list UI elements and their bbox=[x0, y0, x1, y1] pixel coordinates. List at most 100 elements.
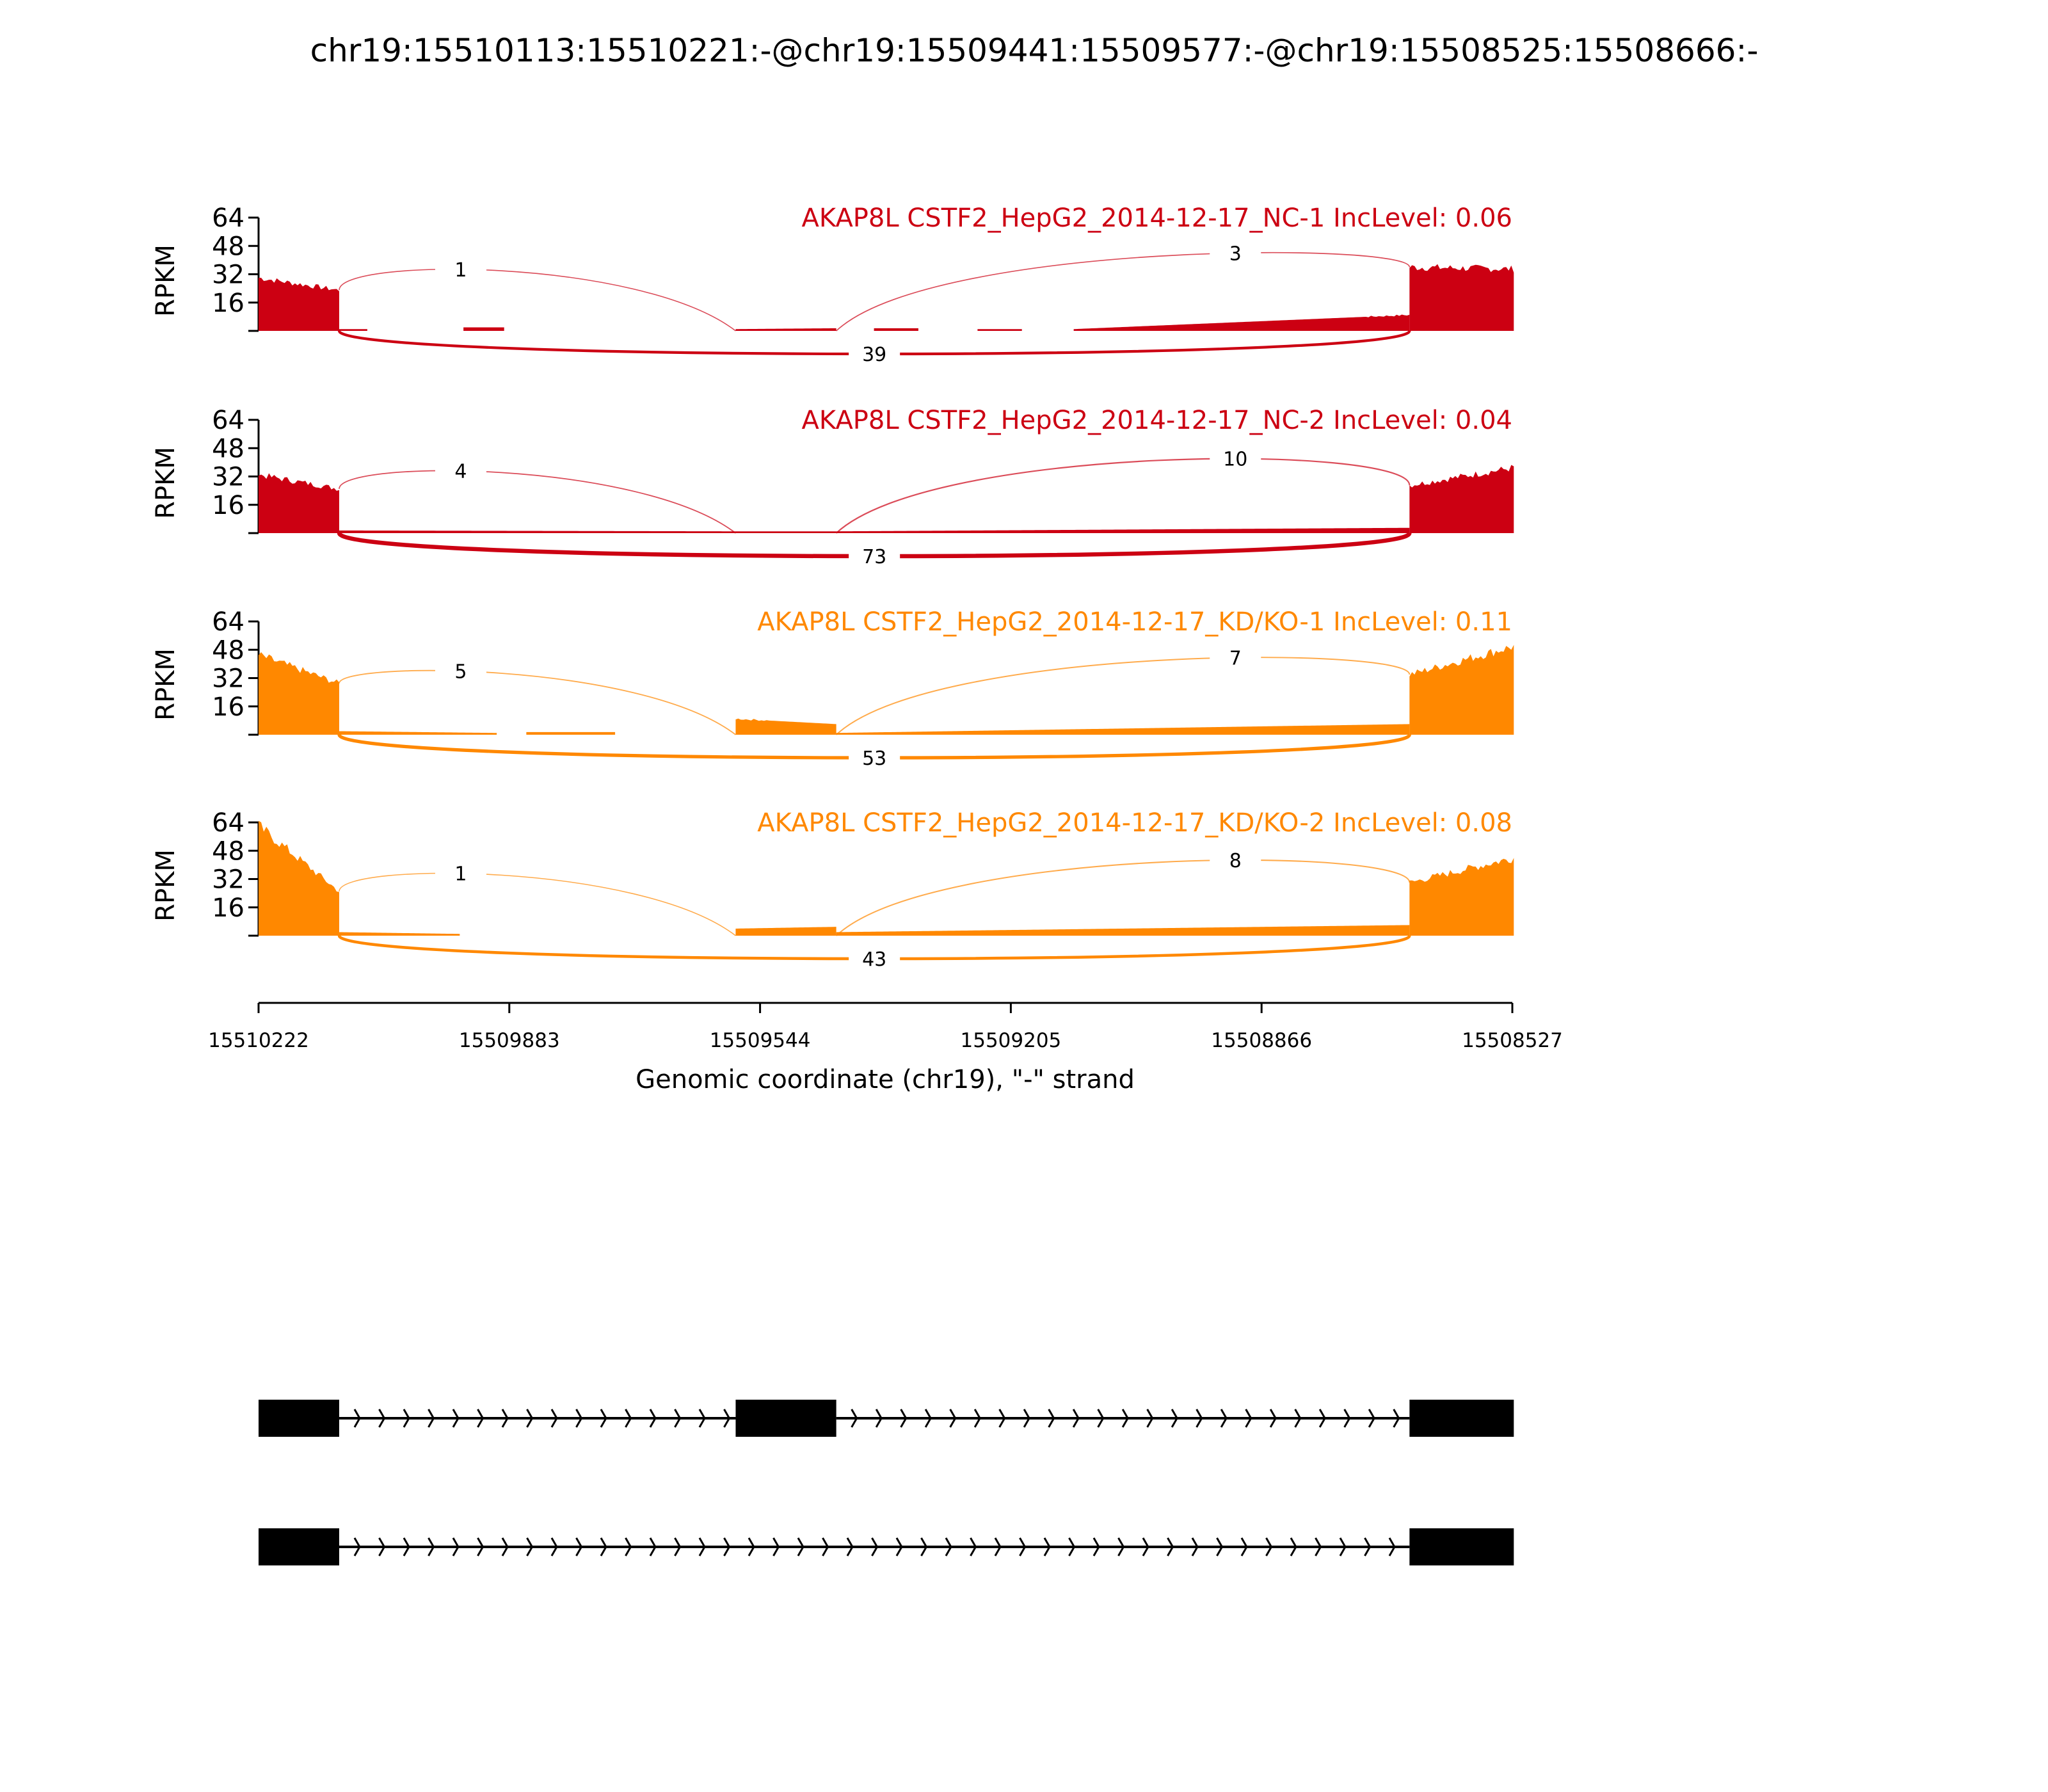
strand-chevron-icon bbox=[403, 1409, 410, 1428]
x-tick-label: 15509205 bbox=[961, 1029, 1062, 1052]
strand-chevron-icon bbox=[452, 1537, 460, 1556]
strand-chevron-icon bbox=[674, 1409, 682, 1428]
junction-count-label: 7 bbox=[1229, 648, 1242, 670]
coverage-area bbox=[1409, 264, 1514, 331]
junction-arc-inc1 bbox=[339, 669, 737, 735]
strand-chevron-icon bbox=[1318, 1409, 1326, 1428]
sample-title: AKAP8L CSTF2_HepG2_2014-12-17_KD/KO-1 In… bbox=[757, 607, 1512, 637]
coverage-area bbox=[735, 328, 836, 331]
strand-chevron-icon bbox=[403, 1537, 410, 1556]
strand-chevron-icon bbox=[501, 1537, 509, 1556]
y-axis-label: RPKM bbox=[151, 849, 180, 922]
junction-arc-inc1 bbox=[339, 872, 736, 936]
y-tick-label: 64 bbox=[212, 808, 244, 838]
strand-chevron-icon bbox=[477, 1409, 484, 1428]
strand-chevron-icon bbox=[1142, 1537, 1149, 1556]
strand-chevron-icon bbox=[501, 1409, 509, 1428]
sample-title: AKAP8L CSTF2_HepG2_2014-12-17_KD/KO-2 In… bbox=[757, 808, 1512, 838]
strand-chevron-icon bbox=[1072, 1409, 1080, 1428]
strand-chevron-icon bbox=[772, 1537, 780, 1556]
strand-chevron-icon bbox=[900, 1409, 908, 1428]
strand-chevron-icon bbox=[550, 1537, 558, 1556]
junction-count-label: 10 bbox=[1223, 449, 1247, 471]
coverage-area bbox=[735, 531, 836, 533]
junction-arc-inc2 bbox=[835, 458, 1411, 534]
junction-count-label: 73 bbox=[862, 546, 886, 568]
junction-count-label: 53 bbox=[862, 748, 886, 770]
y-axis-label: RPKM bbox=[151, 648, 180, 721]
strand-chevron-icon bbox=[550, 1409, 558, 1428]
coverage-area bbox=[1409, 644, 1514, 735]
coverage-area bbox=[339, 530, 736, 533]
strand-chevron-icon bbox=[924, 1409, 932, 1428]
y-tick-label: 48 bbox=[212, 434, 244, 463]
coverage-area bbox=[259, 652, 339, 735]
x-tick-label: 15509544 bbox=[710, 1029, 811, 1052]
x-tick-label: 15509883 bbox=[459, 1029, 560, 1052]
exon-block bbox=[259, 1400, 339, 1437]
strand-chevron-icon bbox=[477, 1537, 484, 1556]
strand-chevron-icon bbox=[353, 1537, 361, 1556]
strand-chevron-icon bbox=[1315, 1537, 1322, 1556]
coverage-area bbox=[1073, 314, 1410, 331]
strand-chevron-icon bbox=[920, 1537, 928, 1556]
y-tick-label: 16 bbox=[212, 893, 244, 923]
strand-chevron-icon bbox=[1290, 1537, 1297, 1556]
coverage-area bbox=[977, 329, 1022, 331]
strand-chevron-icon bbox=[575, 1537, 583, 1556]
y-tick-label: 16 bbox=[212, 692, 244, 722]
junction-label-bg bbox=[1210, 644, 1261, 671]
exon-block bbox=[259, 1528, 339, 1565]
strand-chevron-icon bbox=[748, 1537, 755, 1556]
y-tick-label: 32 bbox=[212, 664, 244, 694]
y-axis-label: RPKM bbox=[151, 244, 180, 317]
junction-label-bg bbox=[435, 458, 486, 484]
junction-count-label: 5 bbox=[454, 661, 467, 684]
sample-title: AKAP8L CSTF2_HepG2_2014-12-17_NC-2 IncLe… bbox=[802, 406, 1512, 435]
strand-chevron-icon bbox=[1245, 1409, 1252, 1428]
strand-chevron-icon bbox=[1265, 1537, 1273, 1556]
coverage-area bbox=[259, 473, 339, 533]
strand-chevron-icon bbox=[1393, 1409, 1400, 1428]
strand-chevron-icon bbox=[723, 1537, 731, 1556]
strand-chevron-icon bbox=[1388, 1537, 1396, 1556]
strand-chevron-icon bbox=[625, 1537, 632, 1556]
y-tick-label: 32 bbox=[212, 463, 244, 492]
strand-chevron-icon bbox=[1171, 1409, 1178, 1428]
strand-chevron-icon bbox=[1097, 1409, 1105, 1428]
coverage-area bbox=[836, 925, 1410, 936]
coverage-area bbox=[339, 329, 367, 331]
junction-label-bg bbox=[849, 341, 900, 367]
y-tick-label: 32 bbox=[212, 865, 244, 895]
strand-chevron-icon bbox=[698, 1537, 706, 1556]
x-tick-label: 15508866 bbox=[1211, 1029, 1312, 1052]
strand-chevron-icon bbox=[1368, 1409, 1375, 1428]
coverage-area bbox=[836, 527, 1410, 533]
strand-chevron-icon bbox=[1191, 1537, 1199, 1556]
strand-chevron-icon bbox=[797, 1537, 804, 1556]
strand-chevron-icon bbox=[1117, 1537, 1125, 1556]
strand-chevron-icon bbox=[1121, 1409, 1129, 1428]
y-tick-label: 64 bbox=[212, 204, 244, 233]
strand-chevron-icon bbox=[625, 1409, 632, 1428]
junction-arc-inc2 bbox=[835, 859, 1411, 936]
junction-label-bg bbox=[849, 946, 900, 972]
strand-chevron-icon bbox=[945, 1537, 952, 1556]
coverage-area bbox=[259, 820, 339, 936]
strand-chevron-icon bbox=[1043, 1537, 1051, 1556]
strand-chevron-icon bbox=[1220, 1409, 1228, 1428]
exon-block bbox=[1409, 1528, 1514, 1565]
strand-chevron-icon bbox=[378, 1537, 386, 1556]
junction-arc-inc1 bbox=[339, 470, 736, 534]
strand-chevron-icon bbox=[1023, 1409, 1030, 1428]
coverage-area bbox=[339, 731, 497, 735]
junction-count-label: 1 bbox=[454, 863, 467, 886]
junction-arc-inc2 bbox=[836, 252, 1411, 332]
y-tick-label: 16 bbox=[212, 289, 244, 318]
strand-chevron-icon bbox=[452, 1409, 460, 1428]
y-axis-label: RPKM bbox=[151, 447, 180, 519]
junction-arc-inc1 bbox=[339, 268, 736, 332]
